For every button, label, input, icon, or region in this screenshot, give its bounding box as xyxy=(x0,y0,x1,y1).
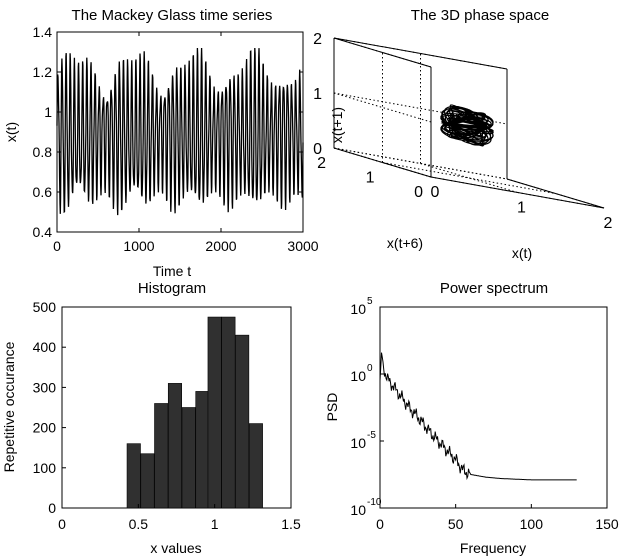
phase-ytick-label: 0 xyxy=(414,184,423,201)
spectrum-ytick-base: 10 xyxy=(350,435,366,451)
phase-xtick-label: 1 xyxy=(517,200,526,217)
timeseries-title: The Mackey Glass time series xyxy=(72,7,273,24)
spectrum-ylabel: PSD xyxy=(324,393,340,422)
histogram-xtick-label: 1.5 xyxy=(281,516,301,532)
phase-xtick-label: 2 xyxy=(604,215,613,232)
spectrum-xtick-label: 100 xyxy=(520,516,544,532)
histogram-bar xyxy=(235,334,250,509)
phase-box-edge xyxy=(506,178,605,209)
spectrum-xtick-label: 0 xyxy=(376,516,384,532)
timeseries-ytick-label: 0.6 xyxy=(33,184,53,200)
phase-box-edge xyxy=(333,37,432,68)
histogram-xtick-label: 1 xyxy=(211,516,219,532)
timeseries-ytick-label: 0.8 xyxy=(33,144,53,160)
histogram-ytick-label: 500 xyxy=(33,299,57,315)
histogram-bar xyxy=(126,443,141,509)
phase-ytick-label: 1 xyxy=(366,170,375,187)
phase-space-title: The 3D phase space xyxy=(411,7,549,24)
histogram-xlabel: x values xyxy=(150,540,201,556)
spectrum-ytick-base: 10 xyxy=(350,368,366,384)
timeseries-xlabel: Time t xyxy=(153,263,191,279)
phase-grid-line xyxy=(382,162,556,194)
spectrum-xtick-label: 150 xyxy=(595,516,619,532)
phase-space-ylabel: x(t+6) xyxy=(387,235,423,251)
spectrum-series-line xyxy=(379,352,577,481)
phase-ztick-label: 1 xyxy=(313,86,322,103)
spectrum-ytick-exponent: -5 xyxy=(367,430,376,441)
phase-grid-line xyxy=(333,92,508,125)
spectrum-xtick-label: 50 xyxy=(448,516,464,532)
histogram-panel: Histogram 0 0.5 1 1.5 0 100 200 300 400 500 Repet… xyxy=(1,280,301,556)
timeseries-plot: 0 1000 2000 3000 0.4 0.6 0.8 1 1.2 1.4 xyxy=(33,24,319,254)
histogram-bar xyxy=(221,316,236,509)
phase-axis-x xyxy=(430,176,605,209)
timeseries-ylabel: x(t) xyxy=(3,122,19,142)
phase-ytick-label: 2 xyxy=(317,155,326,172)
timeseries-ytick-label: 1 xyxy=(44,104,52,120)
histogram-ytick-label: 0 xyxy=(48,500,56,516)
timeseries-ytick-label: 1.4 xyxy=(33,24,53,40)
phase-ztick-label: 0 xyxy=(313,141,322,158)
timeseries-ytick-label: 1.2 xyxy=(33,64,53,80)
timeseries-panel: The Mackey Glass time series 0 1000 2000 30… xyxy=(3,7,319,279)
histogram-title: Histogram xyxy=(138,280,206,297)
histogram-ytick-label: 200 xyxy=(33,420,57,436)
spectrum-ytick-base: 10 xyxy=(350,502,366,518)
spectrum-ytick-base: 10 xyxy=(350,301,366,317)
spectrum-axes xyxy=(379,306,608,509)
histogram-xtick-label: 0.5 xyxy=(129,516,149,532)
timeseries-xtick-label: 1000 xyxy=(123,238,154,254)
phase-ztick-label: 2 xyxy=(313,31,322,48)
histogram-bar xyxy=(207,316,222,509)
timeseries-series-line xyxy=(56,47,304,216)
phase-grid-line xyxy=(420,163,518,193)
histogram-xtick-label: 0 xyxy=(58,516,66,532)
histogram-bar xyxy=(195,391,210,509)
spectrum-xlabel: Frequency xyxy=(460,540,526,556)
phase-grid-line xyxy=(333,147,508,180)
timeseries-xtick-label: 2000 xyxy=(205,238,236,254)
phase-space-zlabel: x(t+1) xyxy=(329,107,345,143)
spectrum-title: Power spectrum xyxy=(440,280,548,297)
histogram-bar xyxy=(167,383,182,509)
timeseries-xtick-label: 0 xyxy=(53,238,61,254)
spectrum-ytick-exponent: 0 xyxy=(367,363,373,374)
histogram-bar xyxy=(248,423,263,509)
phase-grid-line xyxy=(333,92,432,123)
histogram-bar xyxy=(181,407,196,509)
spectrum-ytick-exponent: 5 xyxy=(367,296,373,307)
histogram-bar xyxy=(140,453,155,509)
histogram-ytick-label: 100 xyxy=(33,460,57,476)
histogram-ytick-label: 300 xyxy=(33,379,57,395)
histogram-plot: 0 0.5 1 1.5 0 100 200 300 400 500 xyxy=(33,299,301,532)
phase-axis-y xyxy=(333,147,432,178)
histogram-ytick-label: 400 xyxy=(33,339,57,355)
timeseries-ytick-label: 0.4 xyxy=(33,224,53,240)
phase-box-edge xyxy=(333,37,508,70)
phase-xtick-label: 0 xyxy=(431,184,440,201)
histogram-bar xyxy=(154,403,169,509)
timeseries-xtick-label: 3000 xyxy=(287,238,318,254)
phase-space-xlabel: x(t) xyxy=(512,245,532,261)
phase-attractor-trajectory xyxy=(440,104,495,147)
spectrum-ytick-exponent: -10 xyxy=(367,497,382,508)
histogram-ylabel: Repetitive occurance xyxy=(1,341,17,472)
